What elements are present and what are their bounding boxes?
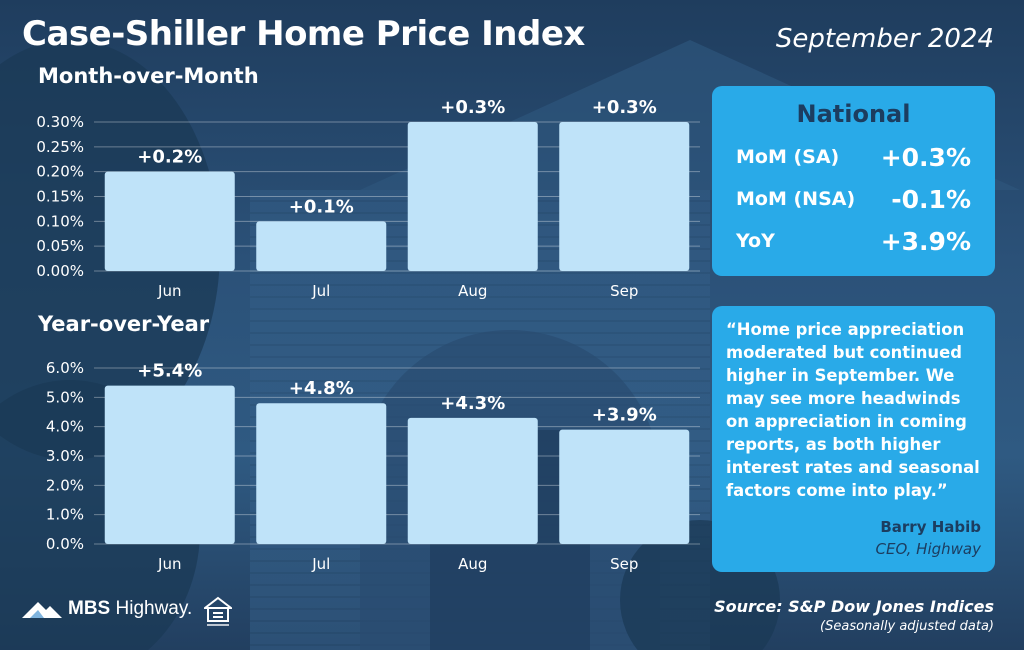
national-title: National: [796, 100, 911, 128]
y-tick-label: 0.05%: [36, 237, 84, 255]
data-label: +4.8%: [289, 378, 354, 399]
data-label: +0.3%: [592, 97, 657, 118]
national-label: YoY: [736, 230, 775, 252]
yoy-bar-chart: 0.0% 1.0% 2.0% 3.0% 4.0% 5.0% 6.0% +5.4% Jun +4.8…: [46, 359, 700, 573]
mbs-highway-logo: MBS Highway.: [22, 598, 192, 620]
data-label: +5.4%: [137, 361, 202, 382]
bar-aug: [407, 122, 538, 271]
quote-text: “Home price appreciation moderated but c…: [726, 320, 980, 500]
national-value: -0.1%: [891, 184, 971, 214]
source-text: Source: S&P Dow Jones Indices: [714, 597, 994, 616]
y-tick-label: 2.0%: [46, 476, 84, 494]
bar-sep: [559, 429, 690, 544]
x-tick-label: Jun: [157, 555, 181, 573]
x-tick-label: Sep: [610, 555, 638, 573]
quote-author-role: CEO, Highway: [875, 540, 982, 558]
y-tick-label: 5.0%: [46, 388, 84, 406]
y-tick-label: 1.0%: [46, 506, 84, 524]
x-tick-label: Aug: [458, 555, 487, 573]
quote-card: “Home price appreciation moderated but c…: [712, 306, 995, 572]
national-label: MoM (NSA): [736, 188, 856, 210]
national-row-mom-nsa: MoM (NSA) -0.1%: [736, 178, 971, 220]
x-tick-label: Jul: [311, 282, 330, 300]
y-tick-label: 4.0%: [46, 418, 84, 436]
page-title: Case-Shiller Home Price Index: [22, 14, 585, 54]
x-tick-label: Jul: [311, 555, 330, 573]
y-tick-label: 0.30%: [36, 113, 84, 131]
y-tick-label: 0.25%: [36, 138, 84, 156]
mom-chart-title: Month-over-Month: [38, 64, 259, 88]
mountain-logo-icon: [22, 602, 62, 618]
equal-housing-icon: [204, 596, 232, 626]
mom-bar-chart: 0.00% 0.05% 0.10% 0.15% 0.20% 0.25% 0.30% +0.2%…: [36, 97, 700, 300]
bar-sep: [559, 122, 690, 271]
source-note: (Seasonally adjusted data): [820, 619, 994, 634]
y-tick-label: 0.20%: [36, 163, 84, 181]
national-row-yoy: YoY +3.9%: [736, 220, 971, 262]
bar-jun: [104, 171, 235, 271]
report-date: September 2024: [775, 24, 994, 54]
bar-jun: [104, 385, 235, 544]
quote-author: Barry Habib: [880, 518, 981, 536]
x-tick-label: Sep: [610, 282, 638, 300]
national-value: +3.9%: [880, 226, 971, 256]
data-label: +0.3%: [440, 97, 505, 118]
y-tick-label: 6.0%: [46, 359, 84, 377]
data-label: +0.1%: [289, 196, 354, 217]
y-tick-label: 0.15%: [36, 188, 84, 206]
national-value: +0.3%: [880, 142, 971, 172]
bar-jul: [256, 221, 387, 271]
bar-aug: [407, 417, 538, 544]
national-row-mom-sa: MoM (SA) +0.3%: [736, 136, 971, 178]
data-label: +0.2%: [137, 147, 202, 168]
brand-name: MBS Highway.: [68, 598, 193, 619]
yoy-chart-title: Year-over-Year: [38, 312, 210, 336]
data-label: +4.3%: [440, 393, 505, 414]
y-tick-label: 3.0%: [46, 447, 84, 465]
national-label: MoM (SA): [736, 146, 840, 168]
bar-jul: [256, 403, 387, 544]
x-tick-label: Jun: [157, 282, 181, 300]
y-tick-label: 0.00%: [36, 262, 84, 280]
y-tick-label: 0.0%: [46, 535, 84, 553]
data-label: +3.9%: [592, 405, 657, 426]
y-tick-label: 0.10%: [36, 212, 84, 230]
national-summary-card: National MoM (SA) +0.3% MoM (NSA) -0.1% …: [712, 86, 995, 276]
x-tick-label: Aug: [458, 282, 487, 300]
